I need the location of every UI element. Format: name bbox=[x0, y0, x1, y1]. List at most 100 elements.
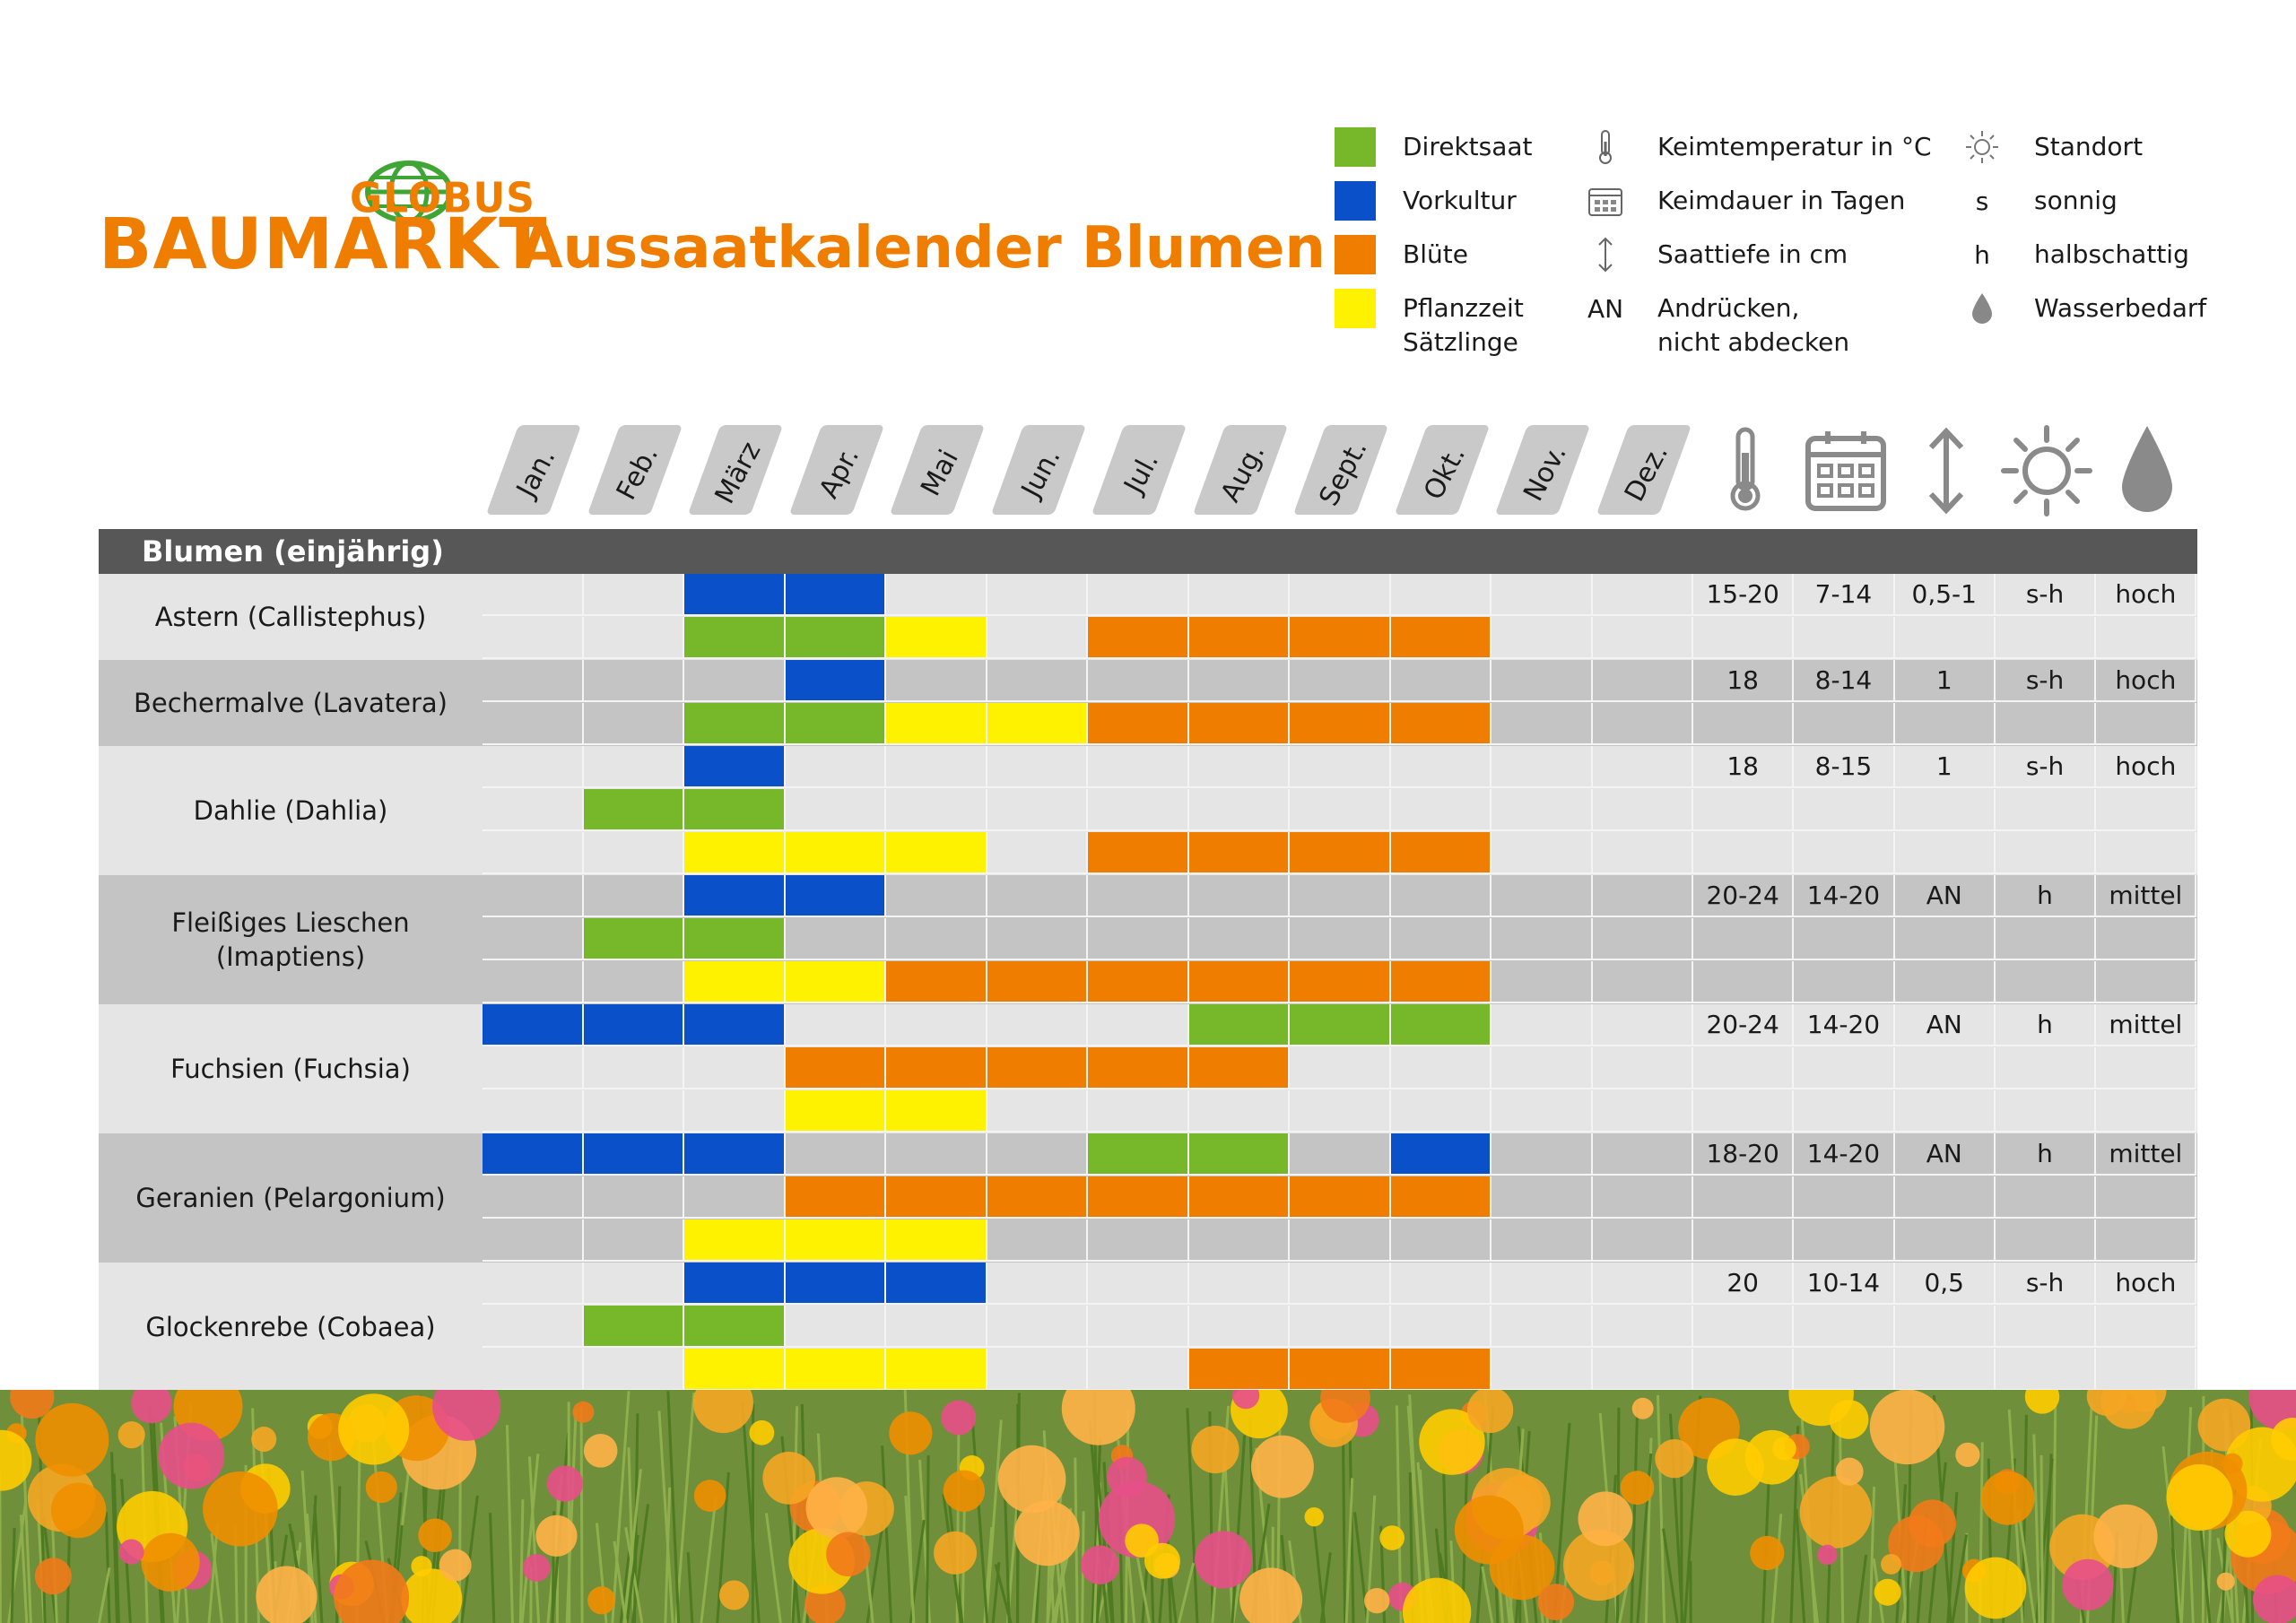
data-cell bbox=[1894, 832, 1996, 874]
month-cell bbox=[1188, 703, 1290, 745]
month-cell bbox=[987, 1133, 1088, 1176]
month-cell bbox=[1592, 832, 1693, 874]
legend-sonnig: s sonnig bbox=[1962, 181, 2118, 221]
data-cell bbox=[1693, 1090, 1795, 1133]
month-cell bbox=[1188, 1263, 1290, 1305]
data-cell: 8-15 bbox=[1794, 746, 1895, 788]
month-cell bbox=[583, 574, 684, 616]
plant-group: Bechermalve (Lavatera) 18 8-14 1 s-h hoch bbox=[99, 660, 2197, 746]
data-cell bbox=[2096, 1090, 2197, 1133]
data-cell bbox=[1995, 789, 2097, 831]
month-cell bbox=[1088, 574, 1189, 616]
plant-grid: 20-24 14-20 AN h mittel bbox=[483, 1004, 2197, 1133]
data-cell bbox=[1794, 1176, 1895, 1219]
legend-vorkultur: Vorkultur bbox=[1335, 181, 1517, 221]
month-cell bbox=[684, 703, 786, 745]
month-cell bbox=[1188, 961, 1290, 1003]
month-cell bbox=[1390, 961, 1492, 1003]
data-cell bbox=[1794, 1306, 1895, 1348]
table-row bbox=[483, 832, 2197, 875]
month-cell bbox=[1592, 1090, 1693, 1133]
data-cell bbox=[1995, 918, 2097, 960]
month-cell bbox=[1592, 1349, 1693, 1391]
month-cell bbox=[684, 832, 786, 874]
plant-grid: 18 8-15 1 s-h hoch bbox=[483, 746, 2197, 875]
month-cell bbox=[684, 918, 786, 960]
month-cell bbox=[483, 1176, 584, 1219]
data-cell: 7-14 bbox=[1794, 574, 1895, 616]
month-cell bbox=[1592, 574, 1693, 616]
data-cell: AN bbox=[1894, 1004, 1996, 1046]
month-label: Mai bbox=[886, 425, 986, 518]
data-cell: hoch bbox=[2096, 1263, 2197, 1305]
month-cell bbox=[987, 1090, 1088, 1133]
month-cell bbox=[987, 574, 1088, 616]
month-cell bbox=[1390, 703, 1492, 745]
data-cell: 1 bbox=[1894, 660, 1996, 702]
data-cell: 14-20 bbox=[1794, 875, 1895, 917]
month-cell bbox=[987, 746, 1088, 788]
month-cell bbox=[583, 1306, 684, 1348]
legend-swatch-orange bbox=[1335, 235, 1376, 274]
month-cell bbox=[1088, 1176, 1189, 1219]
month-cell bbox=[1592, 1176, 1693, 1219]
data-cell bbox=[1794, 1349, 1895, 1391]
month-cell bbox=[785, 961, 886, 1003]
data-cell bbox=[1693, 918, 1795, 960]
month-cell bbox=[886, 703, 987, 745]
data-cell bbox=[1693, 1306, 1795, 1348]
month-cell bbox=[1188, 617, 1290, 659]
month-cell bbox=[886, 918, 987, 960]
month-cell bbox=[785, 1133, 886, 1176]
table-row bbox=[483, 789, 2197, 832]
month-cell bbox=[1390, 1349, 1492, 1391]
month-cell bbox=[1492, 703, 1593, 745]
depth-arrow-icon bbox=[1896, 421, 1996, 520]
month-cell bbox=[1088, 1047, 1189, 1089]
legend: Direktsaat Vorkultur Blüte Pflanzzeit Sät… bbox=[1335, 124, 2285, 366]
month-cell bbox=[1390, 1090, 1492, 1133]
month-cell bbox=[583, 1004, 684, 1046]
thermometer-icon bbox=[1586, 127, 1625, 167]
month-cell bbox=[1492, 574, 1593, 616]
globus-baumarkt-logo: GLOBUS BAUMARKT bbox=[99, 160, 546, 285]
month-cell bbox=[1188, 1133, 1290, 1176]
page-title: Aussaatkalender Blumen bbox=[518, 215, 1326, 282]
data-cell: 15-20 bbox=[1693, 574, 1795, 616]
month-cell bbox=[1188, 832, 1290, 874]
table-row: 20 10-14 0,5 s-h hoch bbox=[483, 1263, 2197, 1306]
month-cell bbox=[1088, 832, 1189, 874]
data-cell bbox=[1693, 703, 1795, 745]
month-cell bbox=[1492, 617, 1593, 659]
data-cell bbox=[1693, 1219, 1795, 1262]
month-cell bbox=[1592, 746, 1693, 788]
month-cell bbox=[583, 1219, 684, 1262]
data-cell bbox=[2096, 1176, 2197, 1219]
legend-bluete: Blüte bbox=[1335, 235, 1468, 274]
month-cell bbox=[886, 617, 987, 659]
month-cell bbox=[1290, 617, 1391, 659]
month-cell bbox=[1088, 1219, 1189, 1262]
legend-swatch-green bbox=[1335, 127, 1376, 167]
legend-key-s: s bbox=[1975, 186, 1989, 216]
month-cell bbox=[785, 660, 886, 702]
month-label: Jul. bbox=[1088, 425, 1187, 518]
data-cell: 0,5-1 bbox=[1894, 574, 1996, 616]
month-cell bbox=[483, 875, 584, 917]
data-cell bbox=[2096, 918, 2197, 960]
month-cell bbox=[1088, 1263, 1189, 1305]
legend-andruecken: AN Andrücken, nicht abdecken bbox=[1586, 289, 1849, 360]
legend-saattiefe: Saattiefe in cm bbox=[1586, 235, 1848, 274]
thermometer-icon bbox=[1695, 421, 1796, 520]
month-cell bbox=[483, 746, 584, 788]
month-cell bbox=[1492, 832, 1593, 874]
month-cell bbox=[987, 703, 1088, 745]
month-cell bbox=[1390, 574, 1492, 616]
month-cell bbox=[886, 789, 987, 831]
month-cell bbox=[785, 1004, 886, 1046]
data-cell bbox=[1693, 789, 1795, 831]
month-cell bbox=[785, 1047, 886, 1089]
data-cell bbox=[1894, 1349, 1996, 1391]
month-cell bbox=[483, 1047, 584, 1089]
data-cell bbox=[1995, 703, 2097, 745]
